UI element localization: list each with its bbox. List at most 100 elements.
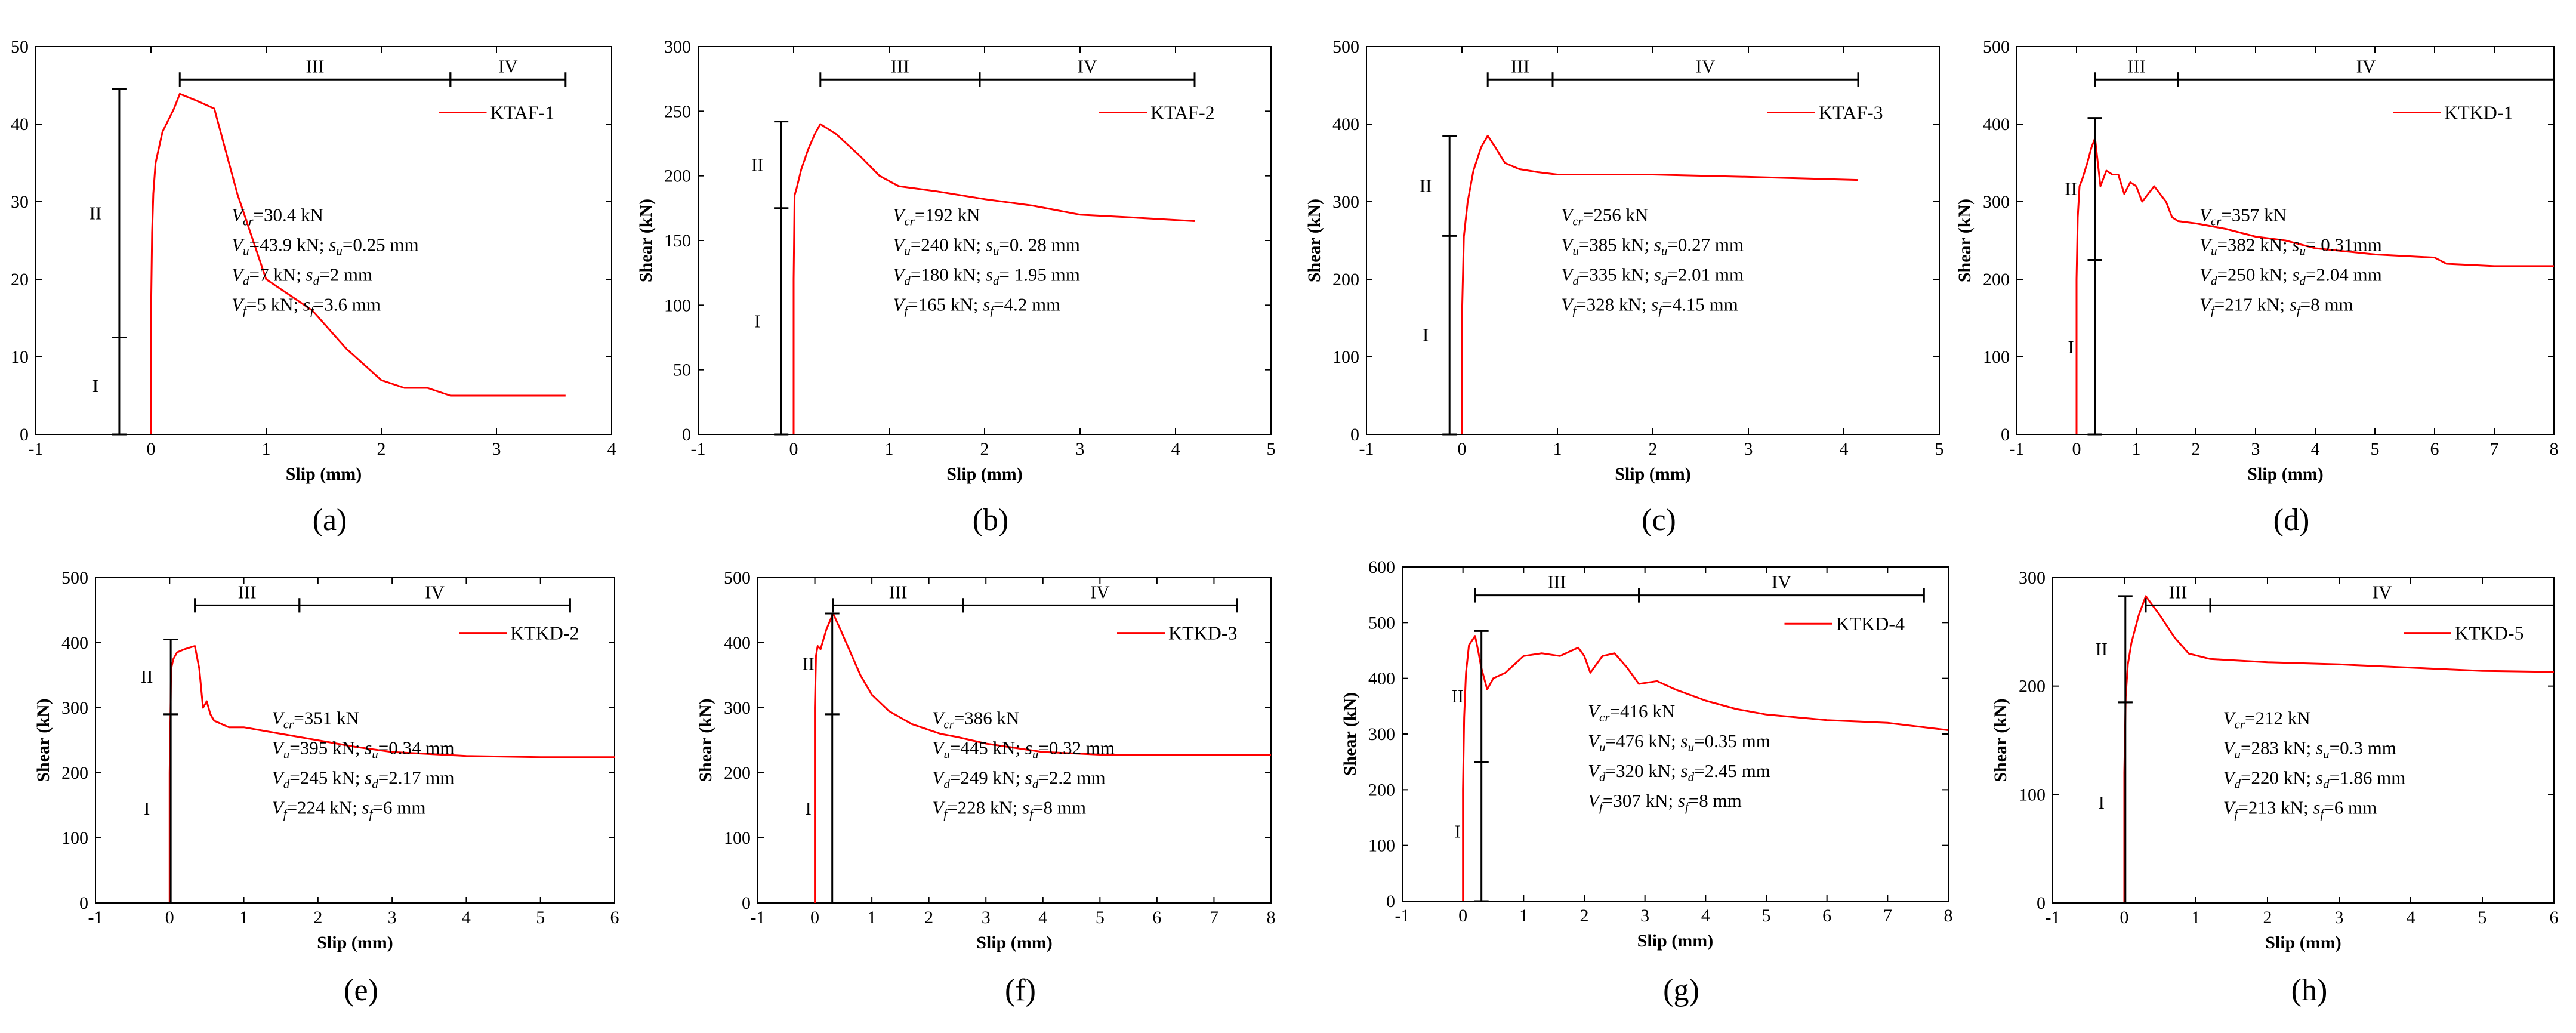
annotation-var2: s — [986, 235, 993, 255]
annotation-line: Vu=283 kN; su=0.3 mm — [2223, 737, 2396, 761]
y-tick-label: 400 — [1368, 669, 1395, 689]
annotation-var: V — [1588, 730, 1601, 751]
panel-label: (h) — [2291, 973, 2328, 1007]
stage-label: II — [802, 653, 815, 674]
annotation-var: V — [1561, 235, 1574, 255]
annotation-sub: f — [904, 304, 909, 318]
annotation-var2: s — [1022, 797, 1029, 818]
stage-marker-III: III — [832, 581, 964, 613]
annotation-text: =283 kN; — [2241, 737, 2316, 758]
annotation-sub: cr — [904, 214, 915, 229]
annotation-text: =250 kN; — [2217, 264, 2292, 285]
annotation-line: Vcr=30.4 kN — [232, 205, 323, 229]
stage-marker-II: II — [90, 88, 127, 338]
x-tick-label: 0 — [1458, 439, 1467, 459]
annotation-text: =476 kN; — [1606, 730, 1681, 751]
legend-label: KTAF-1 — [490, 102, 555, 124]
legend-label: KTKD-4 — [1836, 613, 1905, 634]
annotation-var2: s — [983, 294, 990, 315]
stage-label: I — [2068, 337, 2074, 357]
x-tick-label: -1 — [1359, 439, 1374, 459]
annotation-sub2: u — [1688, 740, 1695, 754]
stage-label: IV — [1772, 572, 1791, 593]
annotation-sub2: f — [990, 304, 995, 318]
annotation-sub2: d — [993, 274, 999, 288]
x-tick-label: 2 — [924, 908, 933, 927]
annotation-sub: cr — [1599, 710, 1610, 724]
y-tick-label: 300 — [2019, 568, 2046, 588]
y-axis-label: Shear (kN) — [636, 199, 656, 282]
annotation-var2: s — [329, 235, 336, 255]
x-tick-label: -1 — [2010, 439, 2025, 459]
stage-marker-I: I — [1423, 235, 1457, 436]
stage-marker-I: I — [92, 337, 127, 436]
annotation-var: V — [893, 294, 906, 315]
legend-label: KTKD-3 — [1168, 622, 1238, 644]
series-line-KTAF-1 — [150, 92, 566, 434]
x-tick-label: 6 — [1152, 908, 1161, 927]
annotation-var: V — [932, 797, 945, 818]
series-line-KTKD-1 — [2075, 137, 2554, 434]
annotation-sub2: f — [1029, 806, 1035, 821]
annotation-line: Vu=395 kN; su=0.34 mm — [272, 737, 455, 761]
x-axis-label: Slip (mm) — [976, 933, 1053, 952]
annotation-line: Vd=245 kN; sd=2.17 mm — [272, 767, 455, 791]
stage-label: II — [751, 154, 764, 175]
panel-label: (a) — [313, 503, 347, 537]
x-tick-label: 2 — [2263, 908, 2272, 927]
annotation-text: =395 kN; — [289, 737, 365, 758]
annotation-text: =43.9 kN; — [249, 235, 329, 255]
x-tick-label: 4 — [1171, 439, 1180, 459]
annotation-text2: =0.34 mm — [378, 737, 455, 758]
x-tick-label: 2 — [1649, 439, 1658, 459]
series-line-KTKD-4 — [1462, 635, 1949, 901]
annotation-line: Vf=5 kN; sf=3.6 mm — [232, 294, 381, 318]
annotation-text2: =0.32 mm — [1038, 737, 1115, 758]
annotation-var2: s — [2292, 264, 2299, 285]
annotation-text2: =8 mm — [1689, 790, 1742, 811]
annotation-text: =386 kN — [954, 707, 1020, 728]
y-tick-label: 30 — [11, 192, 29, 212]
annotation-text: =320 kN; — [1606, 760, 1681, 781]
annotation-sub: f — [1572, 304, 1578, 318]
annotation-text: =249 kN; — [950, 767, 1025, 788]
annotation-sub: cr — [2235, 717, 2245, 731]
annotation-var: V — [232, 294, 245, 315]
y-tick-label: 0 — [682, 425, 691, 445]
stage-marker-IV: IV — [2177, 55, 2555, 87]
stage-marker-IV: IV — [449, 55, 567, 87]
y-tick-label: 50 — [673, 360, 691, 380]
y-tick-label: 0 — [20, 425, 29, 445]
y-tick-label: 300 — [1368, 724, 1395, 744]
annotation-var: V — [2199, 294, 2213, 315]
x-tick-label: 1 — [868, 908, 877, 927]
stage-marker-I: I — [144, 713, 178, 904]
annotation-line: Vcr=192 kN — [893, 205, 980, 229]
x-tick-label: 8 — [2550, 439, 2559, 459]
x-tick-label: -1 — [2046, 908, 2060, 927]
annotation-text: =220 kN; — [2241, 767, 2316, 788]
x-tick-label: 4 — [1840, 439, 1849, 459]
x-axis-label: Slip (mm) — [2247, 464, 2324, 484]
annotation-sub2: d — [2323, 776, 2330, 791]
stage-marker-I: I — [806, 713, 840, 904]
annotation-line: Vu=385 kN; su=0.27 mm — [1561, 235, 1744, 258]
plot-frame — [757, 577, 1272, 904]
stage-label: II — [2095, 639, 2108, 659]
annotation-sub: f — [2235, 806, 2240, 821]
annotation-var: V — [232, 235, 245, 255]
x-tick-label: 6 — [1822, 906, 1831, 926]
annotation-text2: =3.6 mm — [314, 294, 381, 315]
annotation-line: Vf=328 kN; sf=4.15 mm — [1561, 294, 1738, 318]
y-tick-label: 200 — [1983, 270, 2010, 289]
annotation-line: Vu=43.9 kN; su=0.25 mm — [232, 235, 418, 258]
stage-label: II — [141, 666, 153, 687]
annotation-text2: =0.27 mm — [1667, 235, 1744, 255]
annotation-var2: s — [2292, 235, 2299, 255]
stage-label: III — [1511, 55, 1529, 76]
stage-marker-IV: IV — [962, 581, 1238, 613]
y-tick-label: 200 — [664, 166, 691, 186]
annotation-line: Vd=335 kN; sd=2.01 mm — [1561, 264, 1744, 288]
x-tick-label: 5 — [2371, 439, 2380, 459]
